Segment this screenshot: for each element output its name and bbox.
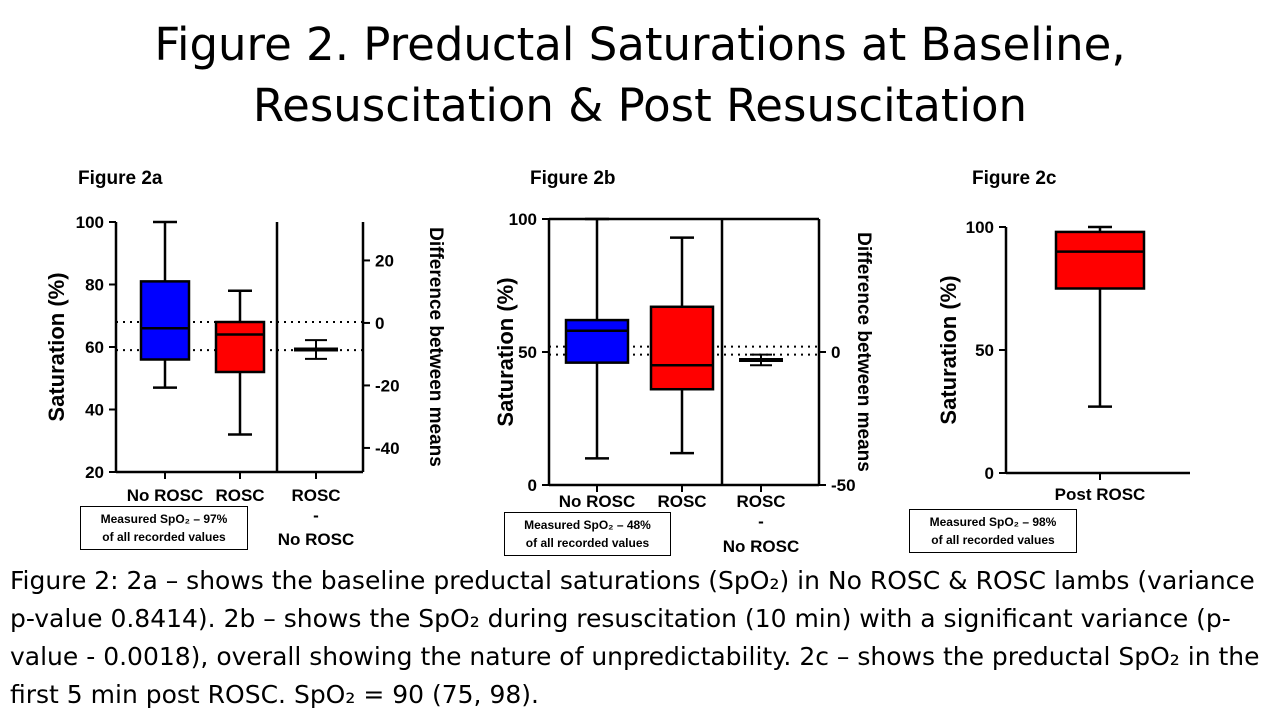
measured-note-2a: Measured SpO₂ – 97% of all recorded valu…	[80, 506, 248, 550]
y2-axis-label-2a: Difference between means	[425, 227, 446, 467]
y-tick-label-2b-50: 50	[518, 343, 537, 362]
y-tick-label-2b-0: 0	[528, 476, 537, 495]
box-2c-post-rosc	[1054, 230, 1146, 290]
category-label-2a-rosc: ROSC	[215, 486, 264, 505]
slide-title: Figure 2. Preductal Saturations at Basel…	[154, 18, 1126, 132]
figure-caption: Figure 2: 2a – shows the baseline preduc…	[10, 566, 1260, 709]
y2-tick-label-2a--40: -40	[375, 439, 400, 458]
difference-label-2a-1: -	[313, 506, 319, 525]
measured-note-2b: Measured SpO₂ – 48% of all recorded valu…	[504, 512, 671, 556]
y-axis-label-2a: Saturation (%)	[44, 272, 69, 421]
box-2b-no-rosc	[564, 318, 630, 364]
difference-label-2b-2: No ROSC	[723, 537, 800, 556]
y-tick-label-2a-20: 20	[85, 463, 104, 482]
y-tick-label-2a-40: 40	[85, 401, 104, 420]
y-tick-label-2c-50: 50	[975, 341, 994, 360]
y-axis-label-2b: Saturation (%)	[493, 277, 518, 426]
y-tick-label-2a-80: 80	[85, 276, 104, 295]
box-2a-rosc	[214, 320, 266, 374]
y-tick-label-2b-100: 100	[509, 210, 537, 229]
panel-label-2c: Figure 2c	[972, 168, 1057, 189]
category-label-2b-rosc: ROSC	[657, 492, 706, 511]
difference-label-2a-0: ROSC	[291, 486, 340, 505]
y-axis-label-2c: Saturation (%)	[936, 275, 961, 424]
panel-label-2a: Figure 2a	[78, 168, 163, 189]
measured-note-2b-line2: of all recorded values	[525, 536, 650, 550]
y2-tick-label-2a-0: 0	[375, 314, 384, 333]
y2-tick-label-2a-20: 20	[375, 251, 394, 270]
panel-label-2b: Figure 2b	[530, 168, 616, 189]
difference-label-2a-2: No ROSC	[278, 530, 355, 549]
measured-note-2a-line1: Measured SpO₂ – 97%	[100, 512, 228, 526]
measured-note-2c-line1: Measured SpO₂ – 98%	[929, 515, 1057, 529]
measured-note-2c-line2: of all recorded values	[931, 533, 1055, 547]
y-tick-label-2a-100: 100	[76, 213, 104, 232]
y2-tick-label-2b-0: 0	[831, 343, 840, 362]
y-tick-label-2c-100: 100	[966, 218, 994, 237]
y-tick-label-2c-0: 0	[985, 464, 994, 483]
y2-tick-label-2a--20: -20	[375, 376, 400, 395]
difference-label-2b-1: -	[758, 512, 764, 531]
difference-label-2b-0: ROSC	[736, 492, 785, 511]
category-label-2b-no-rosc: No ROSC	[559, 492, 636, 511]
y-tick-label-2a-60: 60	[85, 338, 104, 357]
measured-note-2b-line1: Measured SpO₂ – 48%	[524, 518, 651, 532]
y2-axis-label-2b: Difference between means	[853, 232, 874, 472]
category-label-2a-no-rosc: No ROSC	[127, 486, 204, 505]
box-2a-no-rosc	[139, 280, 191, 361]
measured-note-2c: Measured SpO₂ – 98% of all recorded valu…	[909, 509, 1077, 553]
box-2b-rosc	[649, 305, 715, 391]
measured-note-2a-line2: of all recorded values	[102, 530, 226, 544]
y2-tick-label-2b--50: -50	[831, 476, 856, 495]
category-label-2c-post-rosc: Post ROSC	[1055, 485, 1146, 504]
